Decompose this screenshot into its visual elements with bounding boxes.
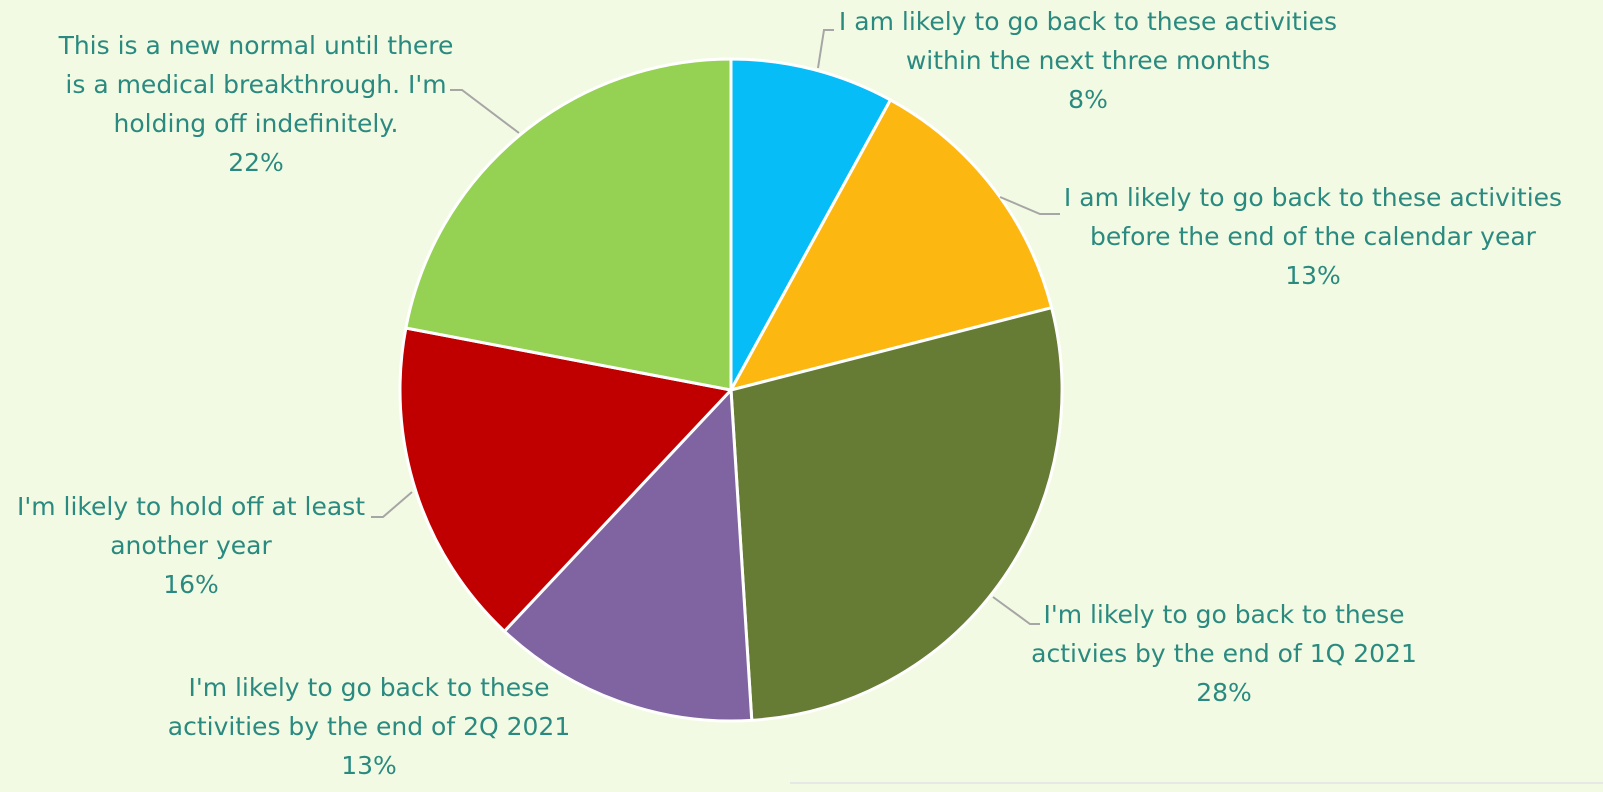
slice-label-line: I'm likely to go back to these — [1043, 600, 1405, 629]
slice-data-label: This is a new normal until there is a med… — [59, 26, 454, 182]
slice-label-line: holding off indefinitely. — [113, 109, 399, 138]
pie-slice — [729, 306, 1064, 722]
slice-value-label: 13% — [1285, 261, 1341, 290]
pie-slice — [502, 388, 754, 723]
leader-line — [992, 596, 1040, 625]
slice-label-line: within the next three months — [905, 46, 1271, 75]
slice-data-label: I am likely to go back to these activiti… — [839, 2, 1337, 119]
pie-slice — [398, 326, 733, 633]
leader-line — [450, 89, 520, 134]
slice-label-line: is a medical breakthrough. I'm — [65, 70, 447, 99]
slice-value-label: 28% — [1196, 678, 1252, 707]
pie-slice — [404, 57, 733, 392]
slice-label-line: before the end of the calendar year — [1090, 222, 1536, 251]
pie-slice — [729, 57, 892, 392]
leader-line — [999, 196, 1060, 215]
slice-data-label: I'm likely to go back to these activies b… — [1031, 595, 1417, 712]
leader-lines — [371, 29, 1060, 625]
leader-line — [817, 29, 834, 69]
slice-label-line: I'm likely to go back to these — [188, 673, 550, 702]
pie-slice — [729, 98, 1054, 392]
slice-data-label: I'm likely to go back to these activities… — [168, 668, 570, 785]
slice-label-line: activies by the end of 1Q 2021 — [1031, 639, 1417, 668]
slice-label-line: I'm likely to hold off at least — [16, 492, 366, 521]
slice-data-label: I am likely to go back to these activiti… — [1064, 178, 1562, 295]
slice-value-label: 13% — [341, 751, 397, 780]
slice-value-label: 16% — [163, 570, 219, 599]
bottom-divider — [790, 782, 1603, 784]
slice-data-label: I'm likely to hold off at least another y… — [17, 487, 365, 604]
slice-label-line: I am likely to go back to these activiti… — [838, 7, 1338, 36]
leader-line — [371, 491, 413, 518]
slice-label-line: This is a new normal until there — [58, 31, 454, 60]
slice-value-label: 22% — [228, 148, 284, 177]
slice-label-line: I am likely to go back to these activiti… — [1063, 183, 1563, 212]
slice-value-label: 8% — [1068, 85, 1108, 114]
pie-slices — [398, 57, 1064, 723]
slice-label-line: another year — [110, 531, 272, 560]
slice-label-line: activities by the end of 2Q 2021 — [167, 712, 571, 741]
